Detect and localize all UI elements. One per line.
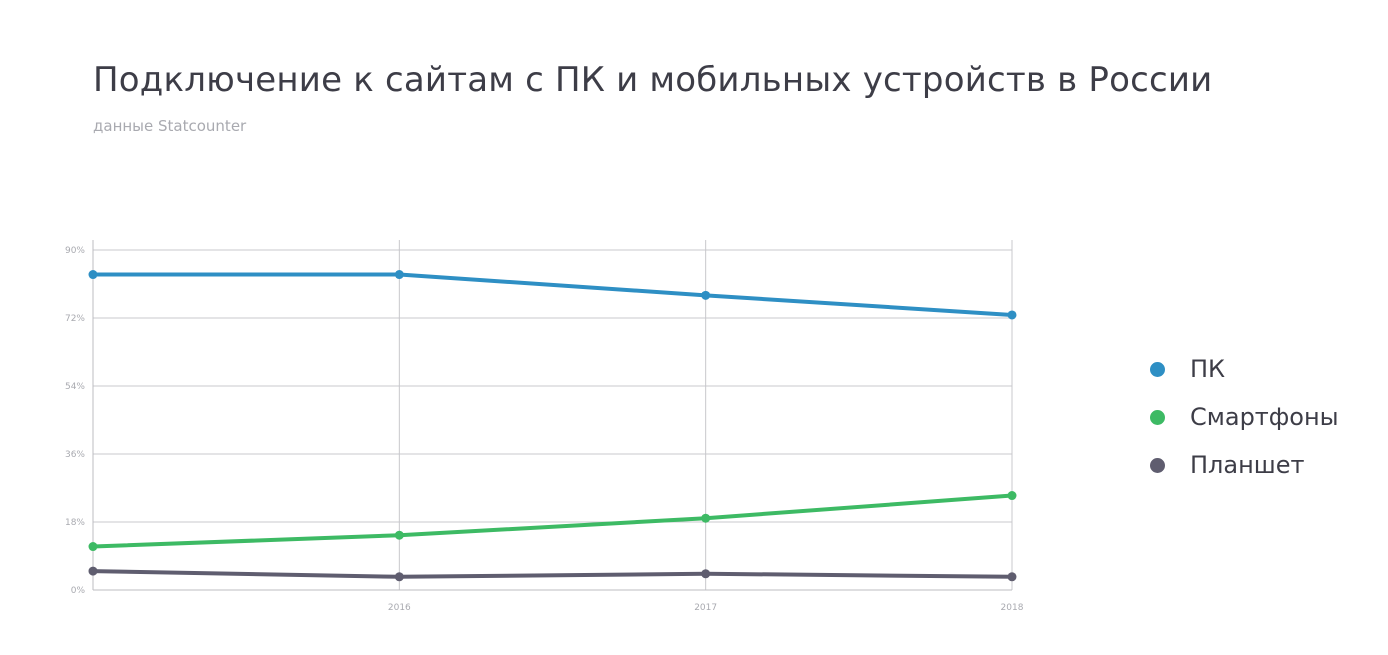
series-line-pc <box>91 272 1014 317</box>
y-tick-label: 36% <box>65 450 85 460</box>
data-point-pc <box>394 270 404 280</box>
y-tick-label: 18% <box>65 518 85 528</box>
series-line-smartphones <box>91 493 1014 549</box>
legend-label-smartphones: Смартфоны <box>1190 403 1339 431</box>
data-point-smartphones <box>701 513 711 523</box>
data-point-smartphones <box>394 530 404 540</box>
data-point-tablet <box>1007 572 1017 582</box>
chart-subtitle: данные Statcounter <box>93 117 247 135</box>
data-point-smartphones <box>1007 491 1017 501</box>
legend-item-pc: ПК <box>1150 345 1339 393</box>
x-tick-label: 2018 <box>1001 603 1024 613</box>
y-tick-label: 0% <box>71 586 86 596</box>
legend-item-tablet: Планшет <box>1150 441 1339 489</box>
y-tick-label: 54% <box>65 382 85 392</box>
x-tick-label: 2016 <box>388 603 411 613</box>
data-point-smartphones <box>88 542 98 552</box>
data-point-tablet <box>701 569 711 579</box>
y-tick-label: 72% <box>65 314 85 324</box>
legend-marker-tablet <box>1150 457 1165 473</box>
chart-title: Подключение к сайтам с ПК и мобильных ус… <box>93 60 1213 100</box>
x-tick-label: 2017 <box>694 603 717 613</box>
data-point-pc <box>701 290 711 300</box>
legend-label-pc: ПК <box>1190 355 1226 383</box>
data-point-tablet <box>88 566 98 576</box>
data-point-pc <box>88 270 98 280</box>
legend-item-smartphones: Смартфоны <box>1150 393 1339 441</box>
legend-label-tablet: Планшет <box>1190 451 1305 479</box>
chart-legend: ПК Смартфоны Планшет <box>1150 345 1339 489</box>
legend-marker-smartphones <box>1150 409 1165 425</box>
legend-marker-pc <box>1150 361 1165 377</box>
data-point-tablet <box>394 572 404 582</box>
series-line-tablet <box>91 569 1014 579</box>
y-tick-label: 90% <box>65 246 85 256</box>
data-point-pc <box>1007 310 1017 320</box>
